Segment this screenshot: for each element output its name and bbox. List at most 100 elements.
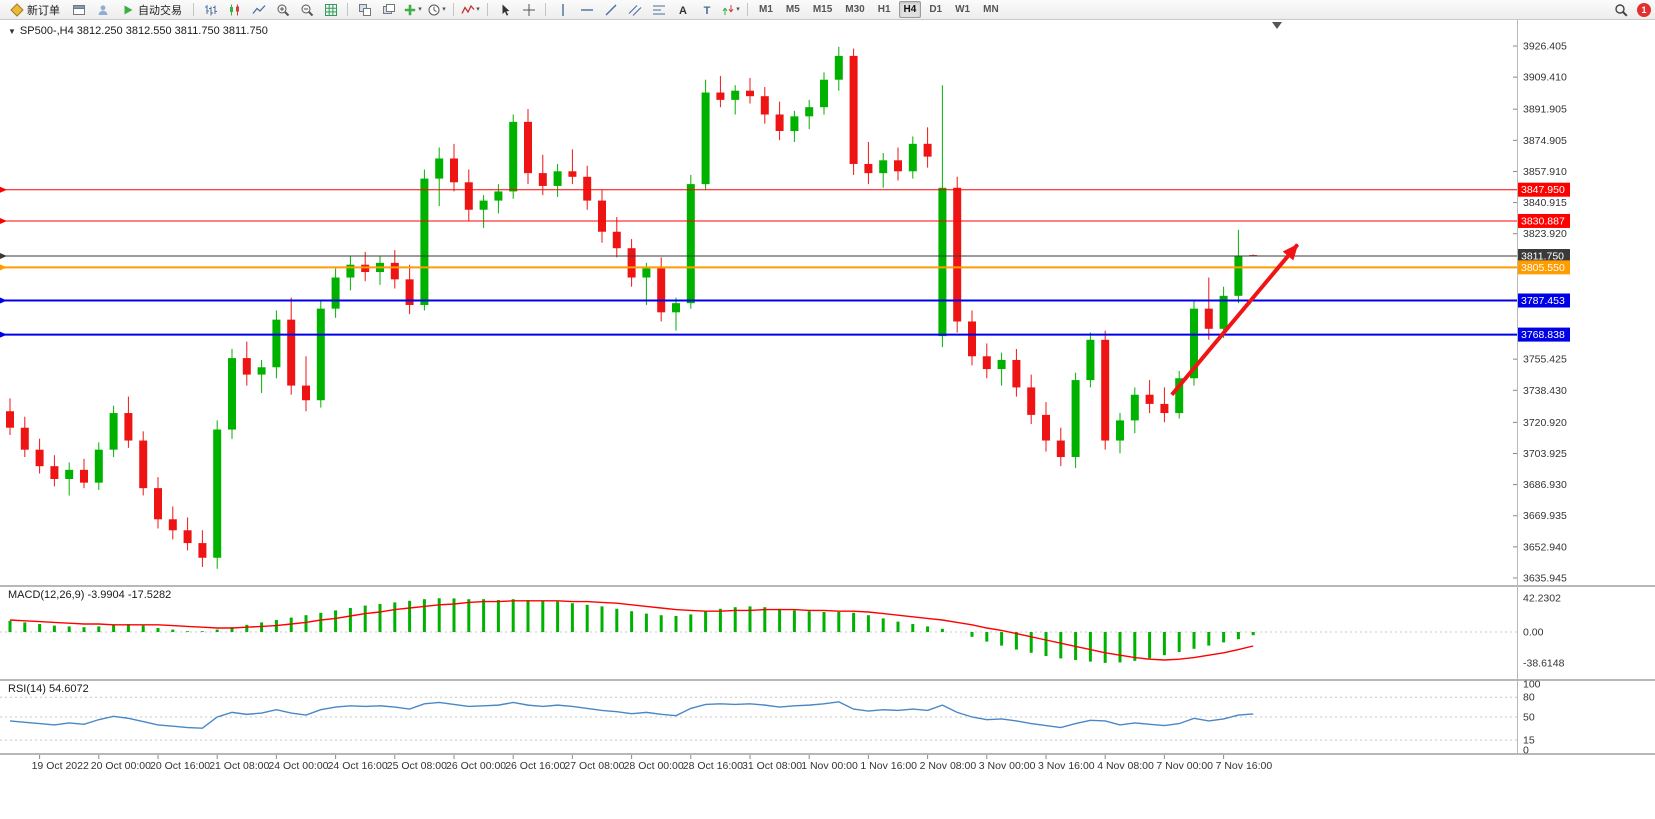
timeframe-m30-button[interactable]: M30 [845,4,865,15]
support-tag-label: 3768.838 [1521,329,1565,341]
indicators-icon[interactable]: ▾ [459,0,482,19]
candle-body [1027,387,1036,415]
timeframe-h1-button[interactable]: H1 [877,4,891,15]
zoom-in-icon[interactable] [271,0,294,19]
timeframe-d1-button[interactable]: D1 [929,4,943,15]
price-tick-label: 3652.940 [1523,541,1567,553]
candle-body [760,96,769,115]
price-tick-label: 3840.915 [1523,197,1567,209]
macd-histogram-bar [200,631,204,632]
current-price-left-marker [0,252,7,259]
candle-body [509,121,518,192]
candle-body [405,279,414,305]
candle-body [1234,255,1243,296]
search-icon[interactable] [1609,0,1632,19]
candlestick-chart-icon[interactable] [223,0,246,19]
vertical-line-icon[interactable] [551,0,574,19]
text-tool-icon[interactable]: A [671,0,694,19]
horizontal-line-icon[interactable] [575,0,598,19]
candle-body [20,427,29,450]
channel-icon[interactable] [623,0,646,19]
candle-body [346,264,355,278]
resistance-tag-label: 3847.950 [1521,184,1565,196]
new-order-button[interactable]: 新订单 [4,0,66,19]
macd-histogram-bar [615,608,619,632]
notification-badge[interactable]: 1 [1637,2,1651,17]
label-tool-icon[interactable]: T [695,0,718,19]
chart-plot[interactable] [0,40,1517,586]
timeframe-m15-button[interactable]: M15 [812,4,833,15]
auto-trading-button[interactable]: 自动交易 [115,0,188,19]
market-watch-icon[interactable] [91,0,114,19]
macd-histogram-bar [689,614,693,632]
zoom-out-icon[interactable] [295,0,318,19]
candle-body [228,358,236,430]
cascade-icon [382,3,396,17]
timeframe-mn-button[interactable]: MN [983,4,999,15]
toolbar-separator [347,3,348,16]
candle-body [686,184,695,304]
candle-body [598,200,606,232]
plus-icon [403,3,417,17]
macd-histogram-bar [1236,632,1240,640]
macd-pane: 42.2302 0.00 -38.6148 [0,593,1565,669]
candle-body [538,173,547,186]
clock-icon [427,3,441,17]
candle-body [1086,339,1095,381]
time-axis-label: 4 Nov 08:00 [1097,760,1154,772]
time-axis-label: 28 Oct 00:00 [624,760,684,772]
time-axis-label: 2 Nov 08:00 [920,760,977,772]
timeframe-h4-button[interactable]: H4 [898,1,922,18]
candle-body [80,469,88,483]
cascade-windows-icon[interactable] [377,0,400,19]
macd-histogram-bar [778,608,782,632]
toolbar-separator [193,3,194,16]
bar-chart-icon[interactable] [199,0,222,19]
trendline-icon[interactable] [599,0,622,19]
resistance-left-marker [0,186,7,193]
macd-histogram-bar [541,600,545,632]
macd-histogram-bar [911,624,915,632]
svg-text:T: T [703,5,710,17]
candle-body [1204,308,1213,329]
candle-body [1101,339,1110,441]
toolbar-separator [453,3,454,16]
resistance-tag-label: 3830.887 [1521,215,1565,227]
timeframe-m1-button[interactable]: M1 [759,4,773,15]
candle-body [1145,394,1154,404]
timeframe-w1-button[interactable]: W1 [955,4,971,15]
candle-body [790,116,799,131]
price-tick-label: 3755.425 [1523,354,1567,366]
rsi-axis-label: 50 [1523,712,1535,724]
candle-body [1071,380,1080,458]
timeframe-m5-button[interactable]: M5 [785,4,800,15]
fibonacci-icon[interactable] [647,0,670,19]
cursor-icon[interactable] [493,0,516,19]
tile-windows-icon[interactable] [353,0,376,19]
crosshair-icon[interactable] [517,0,540,19]
charts-window-icon[interactable] [67,0,90,19]
macd-histogram-bar [674,616,678,632]
line-chart-icon[interactable] [247,0,270,19]
grid-icon[interactable] [319,0,342,19]
symbol-info-toggle-icon[interactable]: ▼ [8,26,16,36]
chart-title-text: SP500-,H4 3812.250 3812.550 3811.750 381… [19,25,268,37]
candle-body [775,114,784,131]
candle-body [94,449,103,483]
fibo-icon [652,3,666,17]
candle-body [982,356,991,370]
resistance-tag [1518,213,1570,228]
macd-histogram-bar [126,624,130,632]
periods-icon[interactable]: ▾ [425,0,448,19]
zoomin-icon [276,3,290,17]
new-chart-icon[interactable]: ▾ [401,0,424,19]
textA-icon: A [676,3,690,17]
time-axis-label: 24 Oct 00:00 [268,760,328,772]
macd-histogram-bar [1251,632,1255,636]
arrows-tool-icon[interactable]: ▾ [719,0,742,19]
macd-histogram-bar [1103,632,1107,663]
macd-histogram-bar [570,603,574,632]
trend-arrow-annotation[interactable] [1170,243,1300,397]
toolbar: 新订单 自动交易 ▾ ▾ ▾ A T ▾ M1 M5 M15 M30 H1 H4 D1 W1 MN 1 [0,0,1655,20]
candle-body [257,367,266,375]
